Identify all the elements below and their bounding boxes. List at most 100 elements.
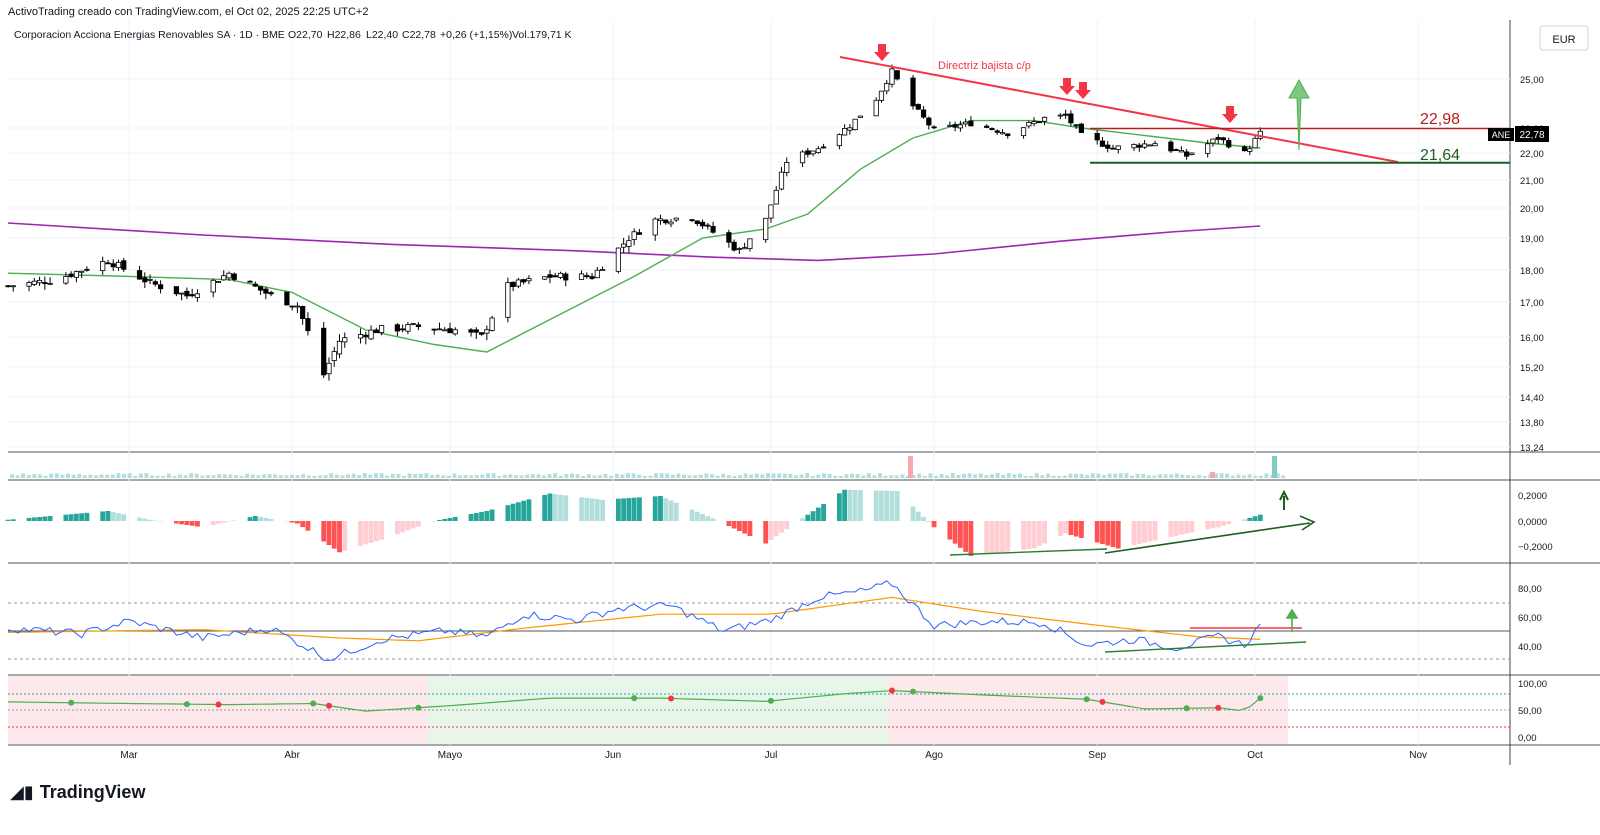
down-arrow-icon xyxy=(1059,78,1075,95)
macd-bar xyxy=(84,512,90,521)
macd-bar xyxy=(142,518,148,521)
volume-bar xyxy=(1046,473,1050,478)
macd-bar xyxy=(121,514,127,521)
downtrend-line xyxy=(839,56,1399,163)
macd-bar xyxy=(231,520,237,521)
candle xyxy=(31,280,37,285)
macd-bar xyxy=(247,517,253,521)
macd-bar xyxy=(394,521,400,535)
candle xyxy=(694,220,700,225)
candle xyxy=(289,305,295,308)
candle xyxy=(373,329,379,334)
macd-bar xyxy=(284,521,290,522)
candle xyxy=(5,285,11,288)
candle xyxy=(184,290,190,297)
time-tick-label: Nov xyxy=(1409,750,1427,761)
candle xyxy=(26,282,32,287)
candle xyxy=(489,317,495,331)
candle xyxy=(1141,143,1148,148)
rsi-support xyxy=(1104,641,1307,653)
price-tick-label: 16,00 xyxy=(1520,333,1544,344)
currency-box[interactable] xyxy=(1539,25,1589,51)
tradingview-logo[interactable]: ◢▮ TradingView xyxy=(10,782,145,803)
candle xyxy=(836,134,842,147)
candle xyxy=(1178,150,1184,153)
candle xyxy=(552,275,558,278)
macd-bar xyxy=(510,503,516,521)
candle xyxy=(663,219,669,224)
volume-bar xyxy=(883,475,888,478)
candle xyxy=(194,293,201,298)
volume-bar xyxy=(1062,475,1067,478)
volume-bar xyxy=(911,474,916,478)
volume-bar xyxy=(346,474,350,478)
volume-bar xyxy=(788,473,793,478)
macd-bar xyxy=(268,518,274,521)
candle xyxy=(689,219,695,222)
candle xyxy=(505,282,511,318)
macd-bar xyxy=(800,518,805,521)
volume-bar xyxy=(1191,475,1196,478)
volume-bar xyxy=(1146,475,1151,478)
macd-bar xyxy=(889,490,895,521)
volume-bar xyxy=(1219,473,1224,478)
macd-bar xyxy=(1068,521,1074,535)
candle xyxy=(626,240,632,247)
volume-bar xyxy=(1023,475,1028,478)
volume-bar xyxy=(682,474,686,478)
volume-bar xyxy=(855,474,860,478)
macd-bar xyxy=(600,499,605,521)
price-chart[interactable]: Corporacion Acciona Energias Renovables … xyxy=(0,0,1600,780)
candle xyxy=(368,329,374,340)
volume-bar xyxy=(155,475,160,478)
volume-bar xyxy=(290,474,294,478)
candle xyxy=(305,318,311,332)
volume-bar xyxy=(687,475,692,478)
volume-bar xyxy=(620,474,625,478)
candle xyxy=(1036,121,1042,124)
candle xyxy=(1152,143,1158,147)
volume-bar xyxy=(777,473,782,478)
macd-bar xyxy=(179,521,185,525)
volume-spike xyxy=(908,456,913,478)
macd-bar xyxy=(673,502,679,521)
volume-bar xyxy=(962,473,966,478)
volume-bar xyxy=(396,473,401,478)
candle xyxy=(468,329,474,333)
candle xyxy=(773,189,779,205)
time-tick-label: Ago xyxy=(925,750,943,761)
volume-bar xyxy=(15,475,20,478)
candle xyxy=(1041,116,1048,122)
volume-bar xyxy=(284,475,289,478)
macd-bar xyxy=(416,521,421,527)
macd-bar xyxy=(784,521,790,530)
price-tick-label: 25,00 xyxy=(1520,75,1544,86)
rsi-pane xyxy=(7,580,1510,661)
macd-bar xyxy=(442,519,448,521)
volume-bar xyxy=(665,473,670,478)
volume-bar xyxy=(222,474,227,478)
macd-bar xyxy=(358,521,363,546)
macd-bar xyxy=(1079,521,1084,538)
macd-bar xyxy=(563,495,569,521)
volume-bar xyxy=(900,474,905,478)
time-tick-label: Jul xyxy=(765,750,778,761)
volume-bar xyxy=(1275,473,1280,478)
volume-bar xyxy=(1247,474,1252,478)
volume-bar xyxy=(1113,473,1118,478)
volume-bar xyxy=(351,473,356,478)
volume-bar xyxy=(614,473,619,478)
macd-bar xyxy=(505,505,511,521)
volume-bar xyxy=(1018,473,1022,478)
volume-bar xyxy=(609,475,614,478)
ohlc-open: O22,70 xyxy=(288,29,323,41)
candle xyxy=(705,224,711,227)
macd-pane xyxy=(5,489,1316,556)
candle xyxy=(1205,143,1211,154)
candle xyxy=(710,226,716,233)
candle xyxy=(873,99,879,117)
candle xyxy=(1068,113,1074,124)
candle xyxy=(152,281,158,285)
macd-bar xyxy=(994,521,1000,553)
candle xyxy=(47,282,53,285)
